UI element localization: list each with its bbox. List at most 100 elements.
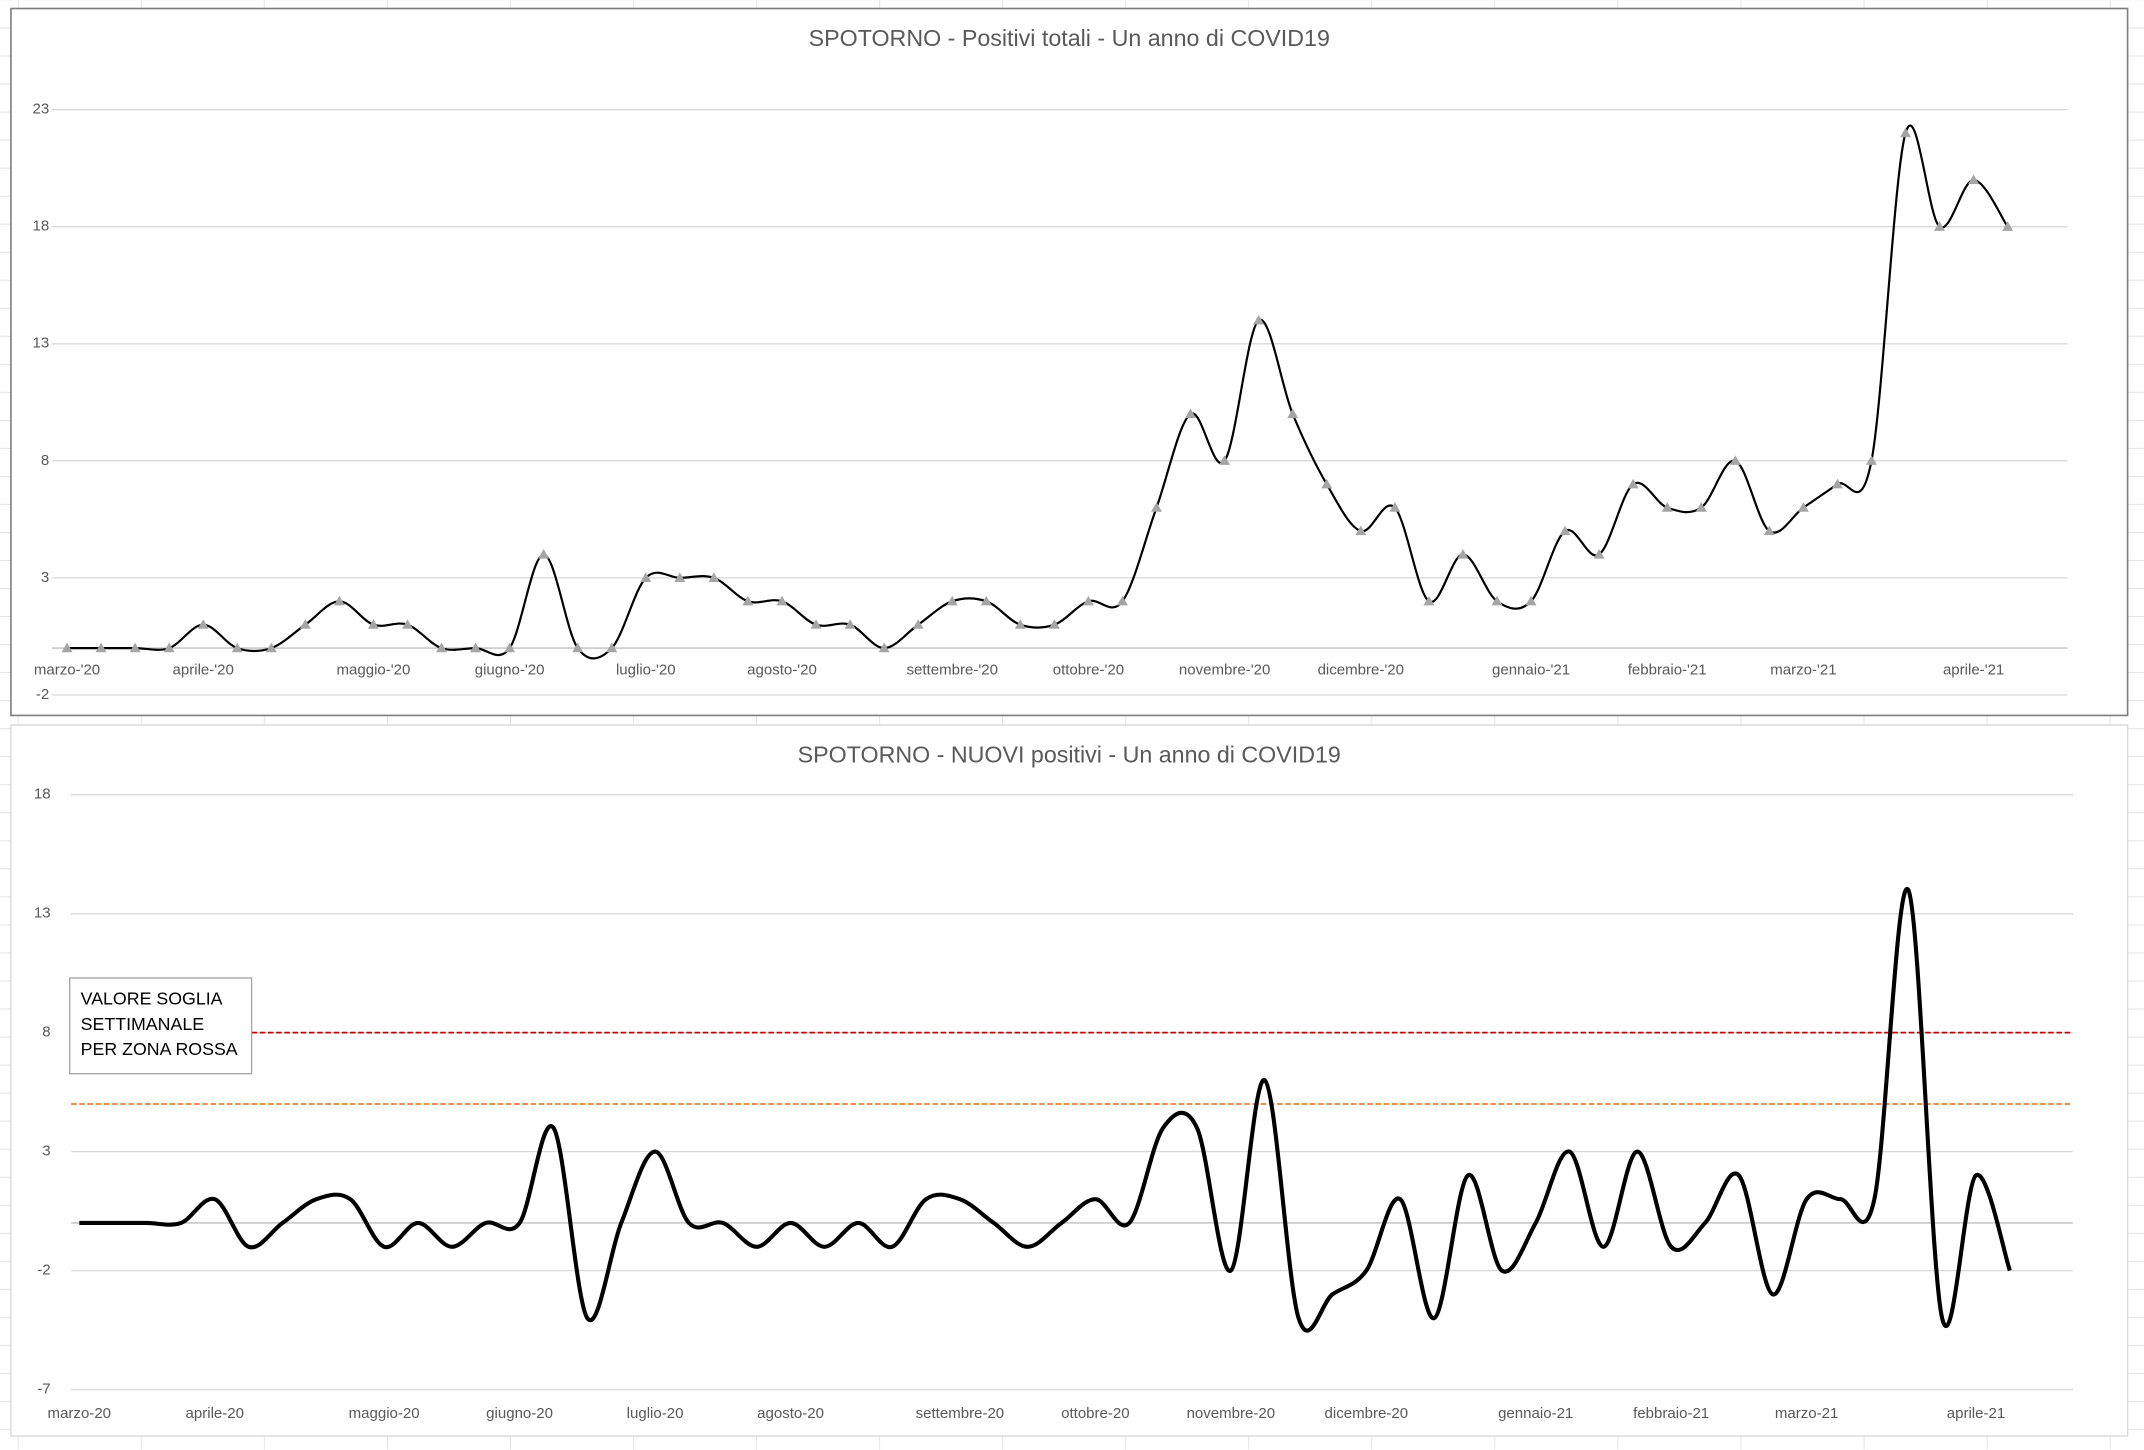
x-tick-label: gennaio-'21 <box>1492 661 1570 678</box>
x-tick-label: gennaio-21 <box>1498 1405 1573 1422</box>
x-tick-label: aprile-'21 <box>1943 661 2004 678</box>
marker <box>402 619 413 629</box>
x-tick-label: dicembre-20 <box>1325 1405 1409 1422</box>
marker <box>1355 525 1367 536</box>
marker <box>1934 221 1946 231</box>
marker <box>1185 408 1197 419</box>
series-line <box>79 887 2012 1333</box>
marker <box>61 642 73 653</box>
marker <box>95 642 107 653</box>
x-tick-label: settembre-20 <box>916 1405 1005 1422</box>
x-tick-label: marzo-'20 <box>34 661 100 678</box>
annotation-text: SETTIMANALE <box>81 1014 205 1034</box>
y-tick-label: 3 <box>41 569 49 586</box>
marker <box>1866 455 1877 465</box>
marker <box>197 619 209 629</box>
x-tick-label: novembre-20 <box>1187 1405 1276 1422</box>
marker <box>1763 525 1775 536</box>
marker <box>265 642 277 653</box>
x-tick-label: dicembre-'20 <box>1318 661 1404 678</box>
marker <box>1695 502 1707 512</box>
x-tick-label: luglio-'20 <box>616 661 676 678</box>
marker <box>1627 478 1639 489</box>
marker <box>1968 174 1980 185</box>
chart-bottom: SPOTORNO - NUOVI positivi - Un anno di C… <box>34 742 2073 1422</box>
y-tick-label: 23 <box>32 101 49 118</box>
x-tick-label: maggio-'20 <box>336 661 410 678</box>
y-tick-label: 13 <box>32 335 49 352</box>
marker <box>946 595 958 606</box>
x-tick-label: giugno-'20 <box>475 661 545 678</box>
marker <box>367 619 379 629</box>
marker <box>674 572 686 582</box>
marker <box>1253 314 1265 325</box>
marker <box>1900 127 1912 138</box>
marker <box>470 642 482 653</box>
marker <box>1151 502 1162 512</box>
annotation-box <box>69 977 253 1075</box>
marker <box>980 595 992 606</box>
marker <box>1491 595 1503 606</box>
x-tick-label: marzo-20 <box>48 1405 112 1422</box>
x-tick-label: aprile-'20 <box>173 661 234 678</box>
chart-top: SPOTORNO - Positivi totali - Un anno di … <box>32 25 2068 703</box>
x-tick-label: agosto-'20 <box>747 661 817 678</box>
marker <box>1559 525 1571 536</box>
marker <box>1321 478 1333 489</box>
chart-title: SPOTORNO - Positivi totali - Un anno di … <box>809 25 1330 51</box>
x-tick-label: marzo-21 <box>1775 1405 1839 1422</box>
marker <box>810 619 822 629</box>
x-tick-label: ottobre-20 <box>1061 1405 1130 1422</box>
marker <box>1457 548 1469 559</box>
x-tick-label: maggio-20 <box>349 1405 420 1422</box>
marker <box>1287 408 1299 419</box>
x-tick-label: ottobre-'20 <box>1053 661 1124 678</box>
y-tick-label: 18 <box>32 218 49 235</box>
marker <box>878 642 890 653</box>
chart-frame <box>10 7 2129 717</box>
marker <box>1525 595 1537 606</box>
marker <box>572 642 584 653</box>
y-tick-label: 18 <box>34 786 51 803</box>
marker <box>163 642 175 653</box>
marker <box>1116 595 1128 606</box>
marker <box>2002 221 2014 231</box>
marker <box>844 619 856 629</box>
x-tick-label: febbraio-'21 <box>1628 661 1707 678</box>
marker <box>1389 502 1401 512</box>
x-tick-label: settembre-'20 <box>907 661 998 678</box>
y-tick-label: 13 <box>34 905 51 922</box>
marker <box>640 572 652 582</box>
marker <box>606 642 618 653</box>
marker <box>708 572 720 582</box>
marker <box>436 642 447 653</box>
y-tick-label: -2 <box>36 686 49 703</box>
y-tick-label: -2 <box>37 1262 50 1279</box>
marker <box>231 642 243 653</box>
marker <box>1219 455 1231 465</box>
marker <box>1048 619 1060 629</box>
marker <box>538 548 550 559</box>
chart-title: SPOTORNO - NUOVI positivi - Un anno di C… <box>798 742 1341 768</box>
x-tick-label: marzo-'21 <box>1770 661 1836 678</box>
x-tick-label: luglio-20 <box>627 1405 684 1422</box>
marker <box>776 595 788 606</box>
chart-frame <box>10 724 2129 1437</box>
marker <box>504 642 516 653</box>
y-tick-label: 8 <box>41 452 49 469</box>
marker <box>1082 595 1094 606</box>
marker <box>1593 548 1605 559</box>
x-tick-label: novembre-'20 <box>1179 661 1270 678</box>
marker <box>1729 455 1741 465</box>
marker <box>299 619 311 629</box>
x-tick-label: febbraio-21 <box>1633 1405 1709 1422</box>
marker <box>129 642 141 653</box>
marker <box>1661 502 1673 512</box>
series-line <box>67 124 2009 660</box>
x-tick-label: aprile-21 <box>1947 1405 2006 1422</box>
marker <box>742 595 754 606</box>
annotation-text: PER ZONA ROSSA <box>81 1039 238 1059</box>
x-tick-label: giugno-20 <box>486 1405 553 1422</box>
